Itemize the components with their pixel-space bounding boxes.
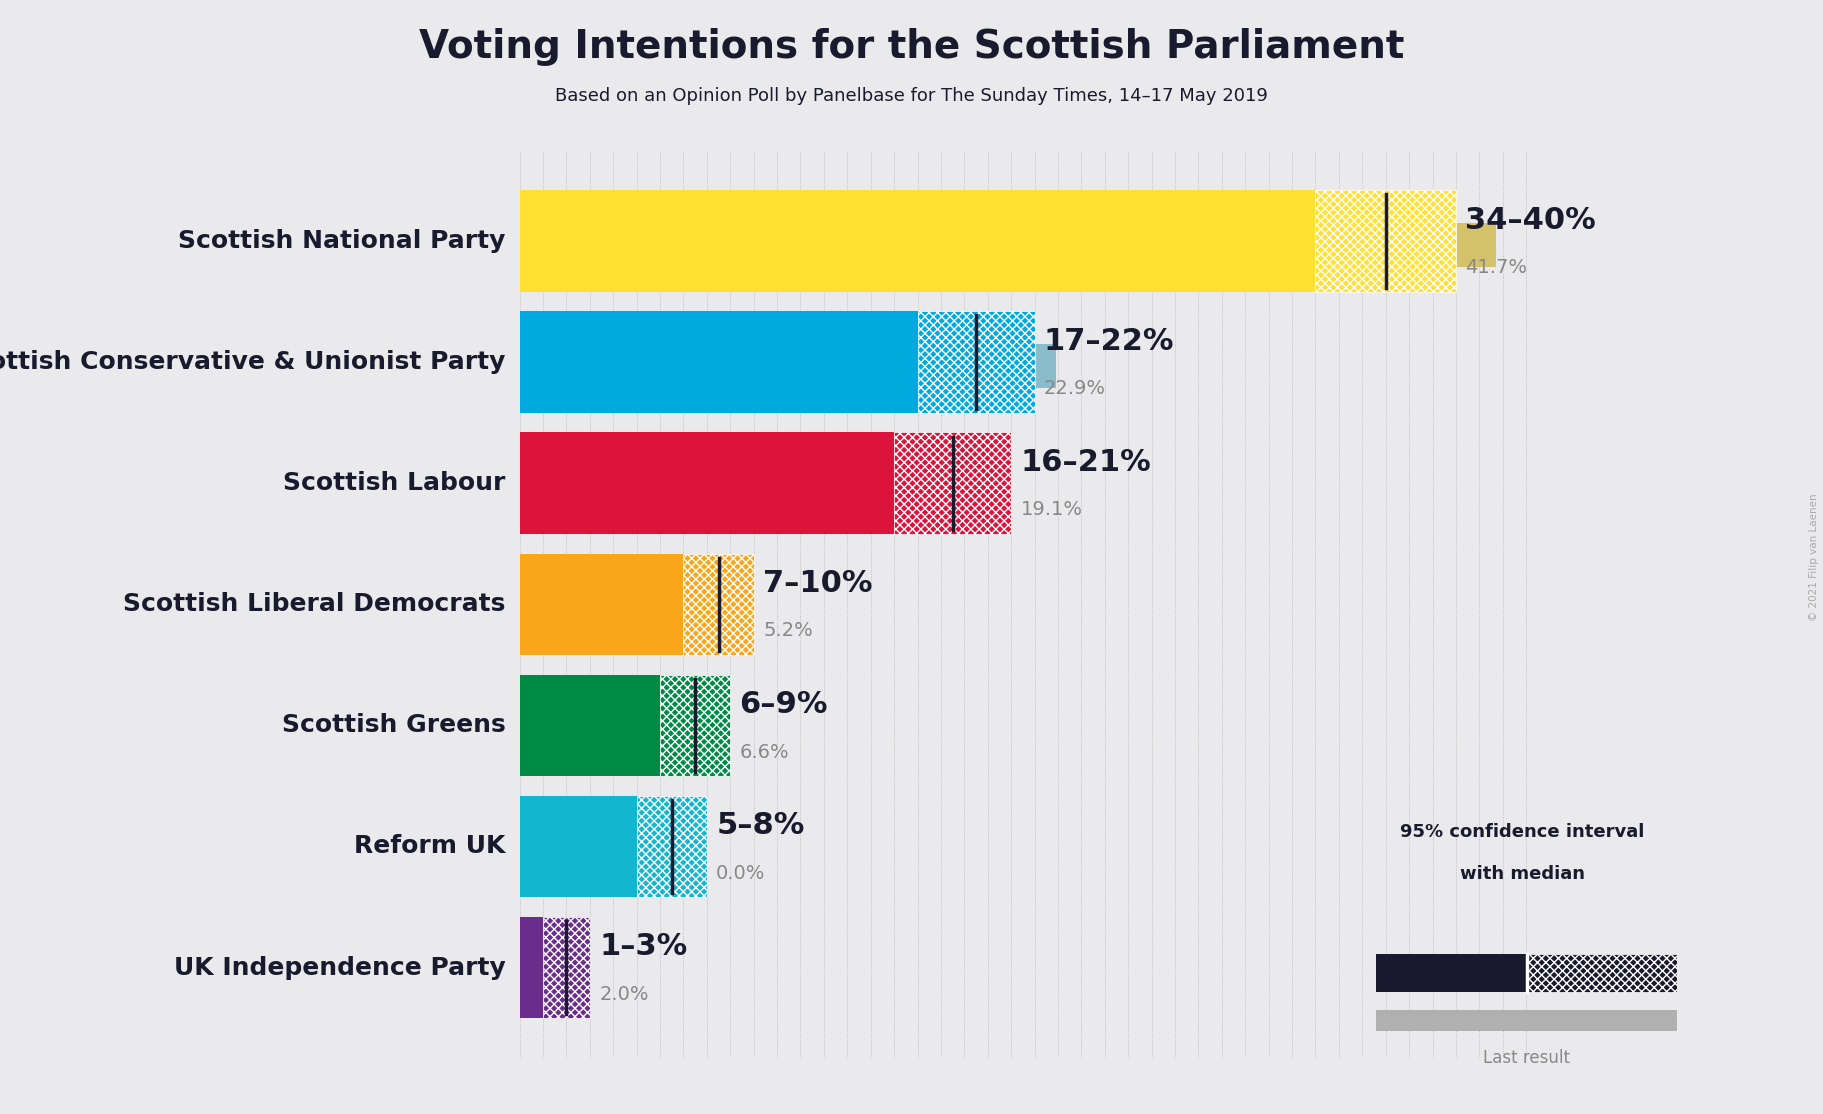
Text: Scottish Conservative & Unionist Party: Scottish Conservative & Unionist Party	[0, 350, 505, 374]
Text: 5–8%: 5–8%	[716, 811, 804, 840]
Bar	[520, 344, 1056, 388]
Text: 6–9%: 6–9%	[740, 691, 828, 720]
Bar	[1376, 1010, 1677, 1032]
Bar	[520, 312, 917, 413]
Text: 95% confidence interval: 95% confidence interval	[1400, 823, 1644, 841]
Bar	[520, 795, 636, 897]
Text: 6.6%: 6.6%	[740, 743, 789, 762]
Text: Scottish Labour: Scottish Labour	[283, 471, 505, 496]
Bar	[520, 223, 1495, 266]
Bar	[543, 917, 591, 1018]
Bar	[1376, 955, 1528, 993]
Text: Scottish National Party: Scottish National Party	[179, 229, 505, 253]
Bar	[520, 949, 567, 993]
Text: 34–40%: 34–40%	[1466, 206, 1595, 235]
Text: 17–22%: 17–22%	[1045, 328, 1174, 356]
Text: 2.0%: 2.0%	[600, 985, 649, 1004]
Bar	[520, 432, 893, 534]
Bar	[520, 554, 684, 655]
Text: 19.1%: 19.1%	[1021, 500, 1083, 519]
Bar	[893, 432, 1012, 534]
Text: Scottish Greens: Scottish Greens	[283, 713, 505, 737]
Bar	[520, 466, 966, 509]
Text: 16–21%: 16–21%	[1021, 448, 1152, 477]
Bar	[917, 312, 1034, 413]
Text: 1–3%: 1–3%	[600, 932, 687, 961]
Text: Last result: Last result	[1484, 1049, 1570, 1067]
Text: with median: with median	[1460, 866, 1584, 883]
Bar	[520, 675, 660, 776]
Bar	[520, 707, 675, 751]
Bar	[660, 675, 731, 776]
Bar	[520, 917, 543, 1018]
Text: Scottish Liberal Democrats: Scottish Liberal Democrats	[124, 593, 505, 616]
Bar	[1528, 955, 1677, 993]
Text: Reform UK: Reform UK	[354, 834, 505, 859]
Text: UK Independence Party: UK Independence Party	[173, 956, 505, 979]
Text: 22.9%: 22.9%	[1045, 380, 1107, 399]
Text: Based on an Opinion Poll by Panelbase for The Sunday Times, 14–17 May 2019: Based on an Opinion Poll by Panelbase fo…	[554, 87, 1269, 105]
Text: © 2021 Filip van Laenen: © 2021 Filip van Laenen	[1810, 494, 1819, 620]
Bar	[520, 190, 1316, 292]
Text: 7–10%: 7–10%	[764, 569, 873, 598]
Bar	[636, 795, 707, 897]
Text: Voting Intentions for the Scottish Parliament: Voting Intentions for the Scottish Parli…	[419, 28, 1404, 66]
Bar	[520, 586, 642, 629]
Bar	[684, 554, 753, 655]
Text: 0.0%: 0.0%	[716, 863, 766, 882]
Text: 5.2%: 5.2%	[764, 622, 813, 641]
Text: 41.7%: 41.7%	[1466, 258, 1528, 277]
Bar	[1316, 190, 1457, 292]
